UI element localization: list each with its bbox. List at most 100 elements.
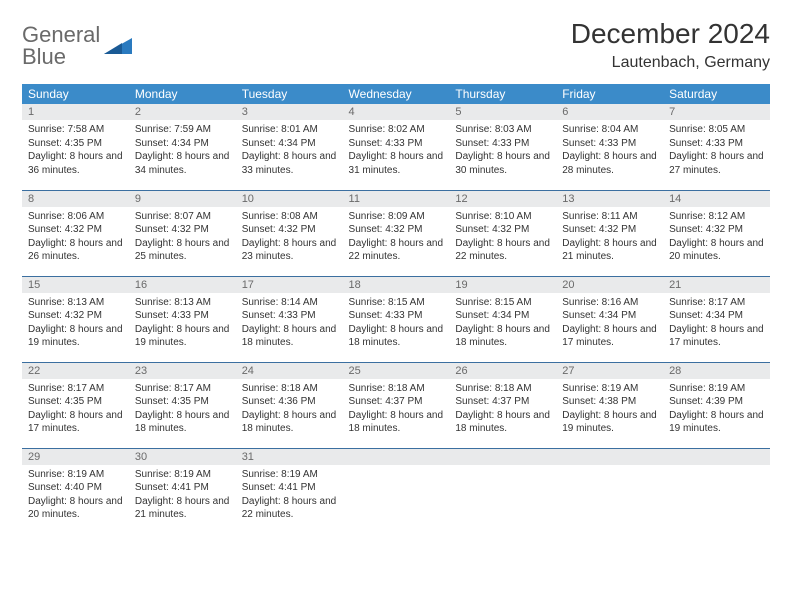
weekday-header-row: Sunday Monday Tuesday Wednesday Thursday…	[22, 84, 770, 104]
day-number: 2	[129, 104, 236, 120]
calendar-cell: 8Sunrise: 8:06 AMSunset: 4:32 PMDaylight…	[22, 190, 129, 276]
calendar-cell: 20Sunrise: 8:16 AMSunset: 4:34 PMDayligh…	[556, 276, 663, 362]
sunset-text: Sunset: 4:36 PM	[242, 395, 337, 409]
daylight-text: Daylight: 8 hours and 18 minutes.	[349, 409, 444, 436]
day-number: 14	[663, 191, 770, 207]
day-number: 12	[449, 191, 556, 207]
calendar-cell: 3Sunrise: 8:01 AMSunset: 4:34 PMDaylight…	[236, 104, 343, 190]
sunset-text: Sunset: 4:35 PM	[28, 395, 123, 409]
day-number: 16	[129, 277, 236, 293]
calendar-cell	[449, 448, 556, 534]
sunset-text: Sunset: 4:34 PM	[669, 309, 764, 323]
sunset-text: Sunset: 4:33 PM	[349, 137, 444, 151]
day-number: 26	[449, 363, 556, 379]
daylight-text: Daylight: 8 hours and 18 minutes.	[135, 409, 230, 436]
day-details: Sunrise: 8:09 AMSunset: 4:32 PMDaylight:…	[343, 207, 450, 268]
daylight-text: Daylight: 8 hours and 28 minutes.	[562, 150, 657, 177]
day-number: 9	[129, 191, 236, 207]
calendar-cell: 16Sunrise: 8:13 AMSunset: 4:33 PMDayligh…	[129, 276, 236, 362]
col-saturday: Saturday	[663, 84, 770, 104]
sunset-text: Sunset: 4:39 PM	[669, 395, 764, 409]
calendar-cell: 5Sunrise: 8:03 AMSunset: 4:33 PMDaylight…	[449, 104, 556, 190]
day-details: Sunrise: 8:17 AMSunset: 4:35 PMDaylight:…	[22, 379, 129, 440]
calendar-cell: 7Sunrise: 8:05 AMSunset: 4:33 PMDaylight…	[663, 104, 770, 190]
day-details: Sunrise: 8:10 AMSunset: 4:32 PMDaylight:…	[449, 207, 556, 268]
col-friday: Friday	[556, 84, 663, 104]
day-details: Sunrise: 8:01 AMSunset: 4:34 PMDaylight:…	[236, 120, 343, 181]
sunrise-text: Sunrise: 8:18 AM	[455, 382, 550, 396]
daylight-text: Daylight: 8 hours and 20 minutes.	[669, 237, 764, 264]
calendar-cell: 24Sunrise: 8:18 AMSunset: 4:36 PMDayligh…	[236, 362, 343, 448]
sunrise-text: Sunrise: 8:17 AM	[669, 296, 764, 310]
sunset-text: Sunset: 4:32 PM	[669, 223, 764, 237]
day-number: 21	[663, 277, 770, 293]
day-number: 24	[236, 363, 343, 379]
day-details: Sunrise: 8:07 AMSunset: 4:32 PMDaylight:…	[129, 207, 236, 268]
sunset-text: Sunset: 4:41 PM	[135, 481, 230, 495]
calendar-cell: 14Sunrise: 8:12 AMSunset: 4:32 PMDayligh…	[663, 190, 770, 276]
sunset-text: Sunset: 4:32 PM	[28, 223, 123, 237]
daylight-text: Daylight: 8 hours and 21 minutes.	[135, 495, 230, 522]
day-details: Sunrise: 8:18 AMSunset: 4:37 PMDaylight:…	[449, 379, 556, 440]
daylight-text: Daylight: 8 hours and 18 minutes.	[349, 323, 444, 350]
sunrise-text: Sunrise: 8:03 AM	[455, 123, 550, 137]
sunset-text: Sunset: 4:33 PM	[349, 309, 444, 323]
sunset-text: Sunset: 4:37 PM	[455, 395, 550, 409]
col-monday: Monday	[129, 84, 236, 104]
sunrise-text: Sunrise: 8:10 AM	[455, 210, 550, 224]
calendar-cell: 18Sunrise: 8:15 AMSunset: 4:33 PMDayligh…	[343, 276, 450, 362]
day-details: Sunrise: 8:12 AMSunset: 4:32 PMDaylight:…	[663, 207, 770, 268]
day-details: Sunrise: 8:18 AMSunset: 4:37 PMDaylight:…	[343, 379, 450, 440]
page-title: December 2024	[571, 18, 770, 50]
day-details: Sunrise: 8:19 AMSunset: 4:38 PMDaylight:…	[556, 379, 663, 440]
sunset-text: Sunset: 4:33 PM	[135, 309, 230, 323]
day-details: Sunrise: 8:17 AMSunset: 4:34 PMDaylight:…	[663, 293, 770, 354]
header: General Blue December 2024 Lautenbach, G…	[22, 18, 770, 72]
empty-day	[556, 449, 663, 465]
sunset-text: Sunset: 4:37 PM	[349, 395, 444, 409]
daylight-text: Daylight: 8 hours and 17 minutes.	[28, 409, 123, 436]
calendar-cell: 10Sunrise: 8:08 AMSunset: 4:32 PMDayligh…	[236, 190, 343, 276]
title-block: December 2024 Lautenbach, Germany	[571, 18, 770, 72]
daylight-text: Daylight: 8 hours and 27 minutes.	[669, 150, 764, 177]
calendar-cell: 27Sunrise: 8:19 AMSunset: 4:38 PMDayligh…	[556, 362, 663, 448]
day-details: Sunrise: 7:59 AMSunset: 4:34 PMDaylight:…	[129, 120, 236, 181]
col-thursday: Thursday	[449, 84, 556, 104]
sunrise-text: Sunrise: 8:11 AM	[562, 210, 657, 224]
logo-line2: Blue	[22, 46, 100, 68]
day-number: 23	[129, 363, 236, 379]
day-details: Sunrise: 8:16 AMSunset: 4:34 PMDaylight:…	[556, 293, 663, 354]
sunrise-text: Sunrise: 8:13 AM	[28, 296, 123, 310]
day-number: 31	[236, 449, 343, 465]
calendar-cell	[556, 448, 663, 534]
sunrise-text: Sunrise: 8:15 AM	[455, 296, 550, 310]
calendar-cell: 15Sunrise: 8:13 AMSunset: 4:32 PMDayligh…	[22, 276, 129, 362]
calendar-cell	[343, 448, 450, 534]
daylight-text: Daylight: 8 hours and 34 minutes.	[135, 150, 230, 177]
calendar-cell: 9Sunrise: 8:07 AMSunset: 4:32 PMDaylight…	[129, 190, 236, 276]
sunrise-text: Sunrise: 8:19 AM	[135, 468, 230, 482]
daylight-text: Daylight: 8 hours and 19 minutes.	[28, 323, 123, 350]
logo-triangle-icon	[104, 36, 132, 56]
day-details: Sunrise: 8:19 AMSunset: 4:40 PMDaylight:…	[22, 465, 129, 526]
calendar-cell: 29Sunrise: 8:19 AMSunset: 4:40 PMDayligh…	[22, 448, 129, 534]
calendar-cell: 12Sunrise: 8:10 AMSunset: 4:32 PMDayligh…	[449, 190, 556, 276]
daylight-text: Daylight: 8 hours and 26 minutes.	[28, 237, 123, 264]
sunset-text: Sunset: 4:33 PM	[562, 137, 657, 151]
sunrise-text: Sunrise: 8:17 AM	[135, 382, 230, 396]
day-number: 19	[449, 277, 556, 293]
sunrise-text: Sunrise: 8:17 AM	[28, 382, 123, 396]
day-details: Sunrise: 8:19 AMSunset: 4:41 PMDaylight:…	[236, 465, 343, 526]
day-details: Sunrise: 8:11 AMSunset: 4:32 PMDaylight:…	[556, 207, 663, 268]
day-details: Sunrise: 8:19 AMSunset: 4:41 PMDaylight:…	[129, 465, 236, 526]
sunrise-text: Sunrise: 8:12 AM	[669, 210, 764, 224]
day-number: 10	[236, 191, 343, 207]
calendar-cell: 26Sunrise: 8:18 AMSunset: 4:37 PMDayligh…	[449, 362, 556, 448]
sunset-text: Sunset: 4:40 PM	[28, 481, 123, 495]
daylight-text: Daylight: 8 hours and 17 minutes.	[669, 323, 764, 350]
calendar-cell: 13Sunrise: 8:11 AMSunset: 4:32 PMDayligh…	[556, 190, 663, 276]
day-number: 17	[236, 277, 343, 293]
daylight-text: Daylight: 8 hours and 19 minutes.	[135, 323, 230, 350]
location: Lautenbach, Germany	[571, 54, 770, 72]
day-details: Sunrise: 8:13 AMSunset: 4:33 PMDaylight:…	[129, 293, 236, 354]
